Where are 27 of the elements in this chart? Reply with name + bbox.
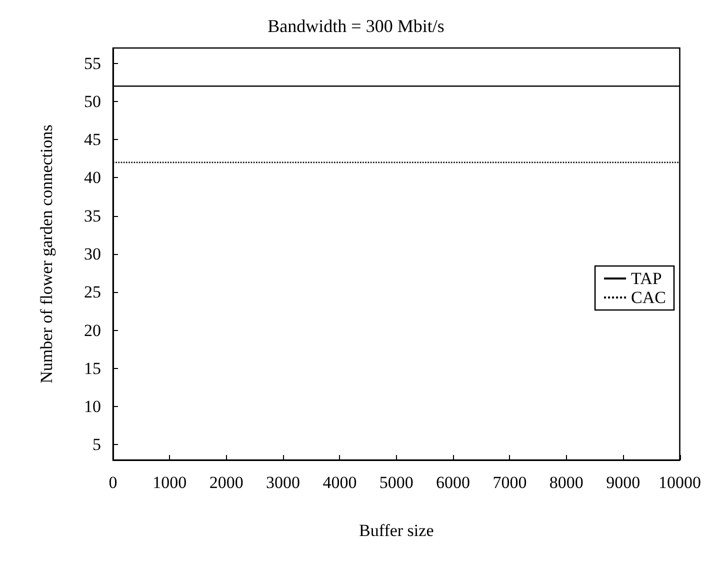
y-tick-label: 15 (84, 358, 101, 378)
y-tick-label: 25 (84, 282, 101, 302)
y-tick-label: 20 (84, 320, 101, 340)
x-tick-label: 5000 (379, 473, 414, 492)
x-tick-label: 3000 (266, 473, 300, 492)
x-tick-label: 6000 (436, 473, 470, 492)
y-tick-label: 30 (84, 244, 101, 264)
x-tick-label: 4000 (322, 473, 357, 492)
y-tick-label: 45 (84, 130, 101, 150)
y-tick-label: 55 (84, 54, 101, 73)
x-tick-label: 9000 (606, 473, 640, 492)
x-tick-label: 2000 (209, 473, 244, 492)
chart-title: Bandwidth = 300 Mbit/s (268, 16, 444, 36)
legend-label: TAP (631, 269, 662, 288)
x-axis-title: Buffer size (359, 521, 434, 540)
x-tick-label: 1000 (152, 473, 187, 492)
x-tick-label: 10000 (658, 473, 701, 492)
y-tick-label: 40 (84, 168, 101, 188)
y-axis-title: Number of flower garden connections (37, 124, 56, 384)
y-tick-label: 5 (92, 435, 101, 454)
legend-label: CAC (631, 288, 666, 307)
x-tick-label: 0 (108, 473, 118, 492)
x-tick-label: 7000 (492, 473, 527, 492)
x-tick-label: 8000 (549, 473, 584, 492)
y-tick-label: 50 (84, 92, 101, 111)
y-tick-label: 10 (84, 397, 101, 416)
y-tick-label: 35 (84, 206, 101, 226)
